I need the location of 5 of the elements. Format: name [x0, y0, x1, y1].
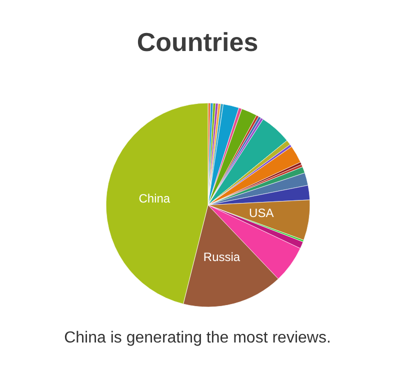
slice-label: USA — [249, 206, 274, 220]
chart-title: Countries — [136, 27, 258, 57]
slice-label: Russia — [203, 250, 240, 264]
text: China is generating the most reviews. — [64, 330, 331, 346]
slice-label: China — [138, 191, 170, 206]
